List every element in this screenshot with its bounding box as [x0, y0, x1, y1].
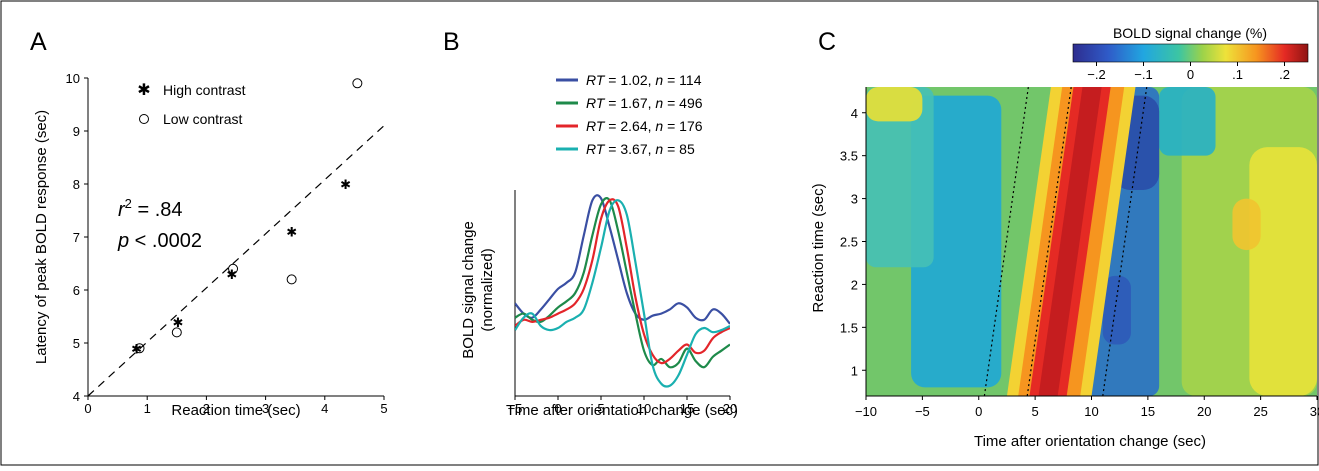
- panel-c-heat-region: [1102, 275, 1131, 345]
- panel-a-x-tick-label: 4: [321, 401, 328, 416]
- panel-c-x-tick-label: −10: [855, 404, 877, 419]
- colorbar: [1072, 43, 1309, 63]
- panel-c-x-label: Time after orientation change (sec): [974, 433, 1206, 450]
- panel-a-point-high-contrast: ✱: [286, 225, 297, 240]
- panel-a-y-tick-label: 9: [73, 124, 80, 139]
- panel-b-x-label: Time after orientation change (sec): [506, 402, 738, 419]
- panel-b-legend-entry-2: RT = 1.67, n = 496: [586, 95, 703, 111]
- panel-b-x-tick-label: 5: [597, 401, 604, 416]
- r2-value: = .84: [132, 199, 183, 221]
- panel-b-x-tick-label: −5: [508, 401, 523, 416]
- panel-b-series-line-2: [515, 197, 730, 369]
- panel-a-point-high-contrast: ✱: [131, 341, 142, 356]
- panel-a-y-tick-label: 7: [73, 230, 80, 245]
- panel-c-x-tick-label: 5: [1032, 404, 1039, 419]
- panel-c-y-tick-label: 4: [851, 106, 858, 121]
- panel-a-point-low-contrast: [228, 263, 239, 274]
- panel-a-y-tick-label: 4: [73, 389, 80, 404]
- panel-a-legend-marker-high: ✱: [137, 82, 150, 99]
- panel-a-x-tick-label: 5: [380, 401, 387, 416]
- panel-c-heatmap: −10 −5 0 5 10 15 20 25 30 1 1.5 2 2.5 3 3.5 4 Time afte…: [810, 25, 1319, 450]
- panel-c-reference-line-2: [1026, 86, 1072, 397]
- panel-b-x-tick-label: 10: [637, 401, 651, 416]
- panel-b-series-line-4: [515, 199, 730, 388]
- panel-b-line-chart: −5 0 5 10 15 20 RT = 1.02, n = 114 RT = 1.67, …: [460, 72, 738, 419]
- panel-a-x-tick-label: 2: [203, 401, 210, 416]
- panel-b-x-tick-label: 20: [723, 401, 737, 416]
- panel-c-y-tick-label: 2: [851, 277, 858, 292]
- panel-a-x-tick-label: 0: [84, 401, 91, 416]
- panel-a-x-tick-label: 3: [262, 401, 269, 416]
- panel-c-x-tick-label: 10: [1084, 404, 1098, 419]
- colorbar-tick-label: .1: [1232, 67, 1243, 82]
- panel-a-y-label: Latency of peak BOLD response (sec): [33, 110, 50, 364]
- panel-c-heat-region: [1159, 87, 1216, 156]
- panel-a-scatter: 0 1 2 3 4 5 4 5 6 7 8 9 10 ✱ ✱ ✱ ✱ ✱ ✱ High contrast Low…: [33, 71, 388, 419]
- panel-b-series-line-1: [515, 194, 730, 325]
- panel-c-x-tick-label: 0: [975, 404, 982, 419]
- panel-label-b: B: [443, 28, 460, 56]
- r2-symbol: r: [118, 199, 126, 221]
- panel-c-x-tick-label: 25: [1253, 404, 1267, 419]
- panel-c-y-tick-label: 3.5: [840, 149, 858, 164]
- panel-b-y-label-line1: BOLD signal change: [460, 221, 477, 359]
- panel-a-y-tick-label: 10: [66, 71, 80, 86]
- panel-a-fit-line: [87, 125, 385, 397]
- panel-a-legend-marker-low: [139, 114, 149, 124]
- colorbar-tick-label: −.1: [1134, 67, 1152, 82]
- panel-c-heat-region: [866, 87, 934, 268]
- panel-c-y-tick-label: 1.5: [840, 320, 858, 335]
- panel-c-x-tick-label: 15: [1141, 404, 1155, 419]
- panel-c-x-tick-label: 20: [1197, 404, 1211, 419]
- panel-c-x-tick-label: 30: [1310, 404, 1319, 419]
- panel-a-x-label: Reaction time (sec): [171, 402, 300, 419]
- panel-a-point-low-contrast: [171, 327, 182, 338]
- panel-a-legend-high: High contrast: [163, 82, 246, 98]
- panel-a-y-tick-label: 6: [73, 283, 80, 298]
- panel-label-c: C: [818, 28, 836, 56]
- panel-c-y-label: Reaction time (sec): [810, 183, 827, 312]
- p-symbol: p: [117, 230, 129, 252]
- panel-c-heat-region: [1249, 147, 1317, 396]
- r2-superscript: 2: [125, 196, 132, 211]
- colorbar-label: BOLD signal change (%): [1113, 25, 1267, 41]
- panel-c-reference-line-1: [983, 86, 1029, 397]
- panel-a-p-annotation: p < .0002: [117, 230, 202, 252]
- panel-b-legend-entry-4: RT = 3.67, n = 85: [586, 141, 695, 157]
- colorbar-tick-label: −.2: [1087, 67, 1105, 82]
- panel-c-reference-line-3: [1102, 86, 1148, 397]
- panel-label-a: A: [30, 28, 47, 56]
- panel-c-heat-region: [1232, 198, 1261, 251]
- p-value: < .0002: [129, 230, 202, 252]
- panel-c-heatmap-field: [866, 87, 1317, 396]
- panel-a-point-high-contrast: ✱: [173, 315, 184, 330]
- panel-b-legend-entry-1: RT = 1.02, n = 114: [586, 72, 702, 88]
- panel-b-y-label-line2: (normalized): [479, 248, 496, 331]
- panel-b-x-tick-label: 15: [680, 401, 694, 416]
- panel-c-heat-band: [1038, 87, 1102, 396]
- panel-a-point-low-contrast: [286, 274, 297, 285]
- panel-a-y-tick-label: 5: [73, 336, 80, 351]
- panel-b-x-tick-label: 0: [554, 401, 561, 416]
- panel-a-x-tick-label: 1: [144, 401, 151, 416]
- panel-b-legend-entry-3: RT = 2.64, n = 176: [586, 118, 703, 134]
- panel-a-point-high-contrast: ✱: [226, 267, 237, 282]
- panel-a-r2-annotation: r2 = .84: [118, 196, 183, 221]
- panel-a-point-low-contrast: [352, 78, 363, 89]
- colorbar-tick-label: .2: [1279, 67, 1290, 82]
- panel-a-y-tick-label: 8: [73, 177, 80, 192]
- panel-a-point-high-contrast: ✱: [340, 177, 351, 192]
- panel-c-y-tick-label: 2.5: [840, 235, 858, 250]
- panel-a-legend-low: Low contrast: [163, 111, 242, 127]
- panel-b-series-line-3: [515, 198, 730, 365]
- panel-c-y-tick-label: 1: [851, 363, 858, 378]
- panel-c-heat-region: [866, 87, 923, 122]
- panel-c-x-tick-label: −5: [915, 404, 930, 419]
- panel-c-y-tick-label: 3: [851, 192, 858, 207]
- panel-a-point-low-contrast: [134, 343, 145, 354]
- colorbar-tick-label: 0: [1187, 67, 1194, 82]
